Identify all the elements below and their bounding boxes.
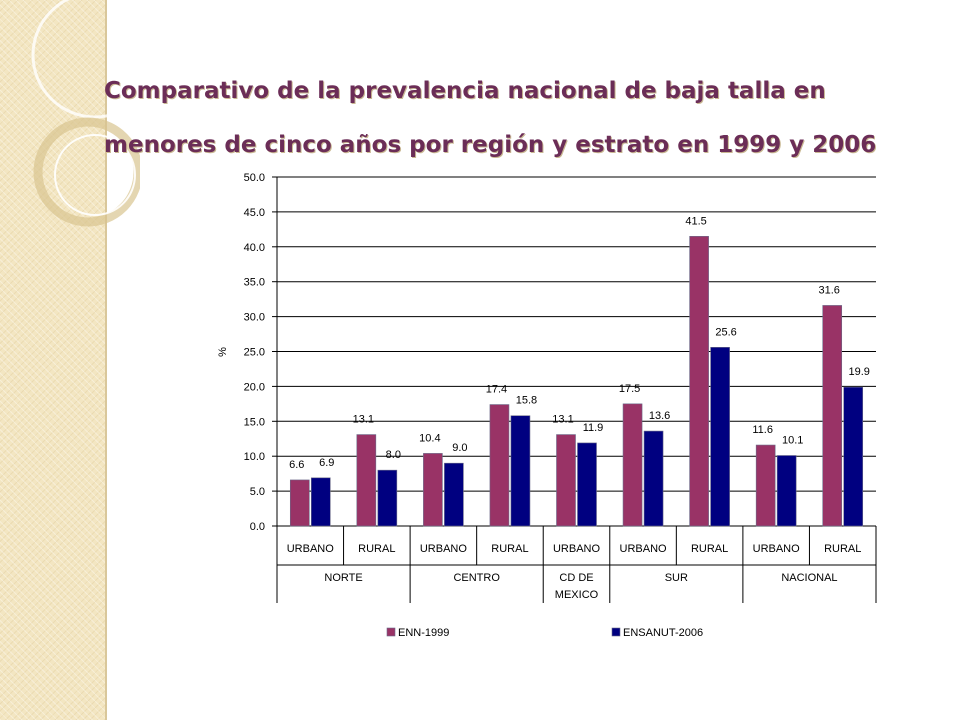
y-axis-label: %: [217, 347, 229, 357]
data-label: 11.9: [583, 422, 604, 434]
data-label: 13.1: [353, 414, 374, 426]
bar-enn-1999: [622, 403, 643, 527]
slide-title-line-2: menores de cinco años por región y estra…: [104, 132, 877, 158]
x-group-label-line-2: MEXICO: [555, 589, 599, 601]
data-label: 19.9: [849, 366, 870, 378]
x-category-label: RURAL: [358, 543, 395, 555]
bar-ensanut-2006: [776, 455, 797, 527]
data-label: 41.5: [685, 215, 706, 227]
legend-label: ENSANUT-2006: [623, 627, 703, 639]
y-tick-label: 5.0: [250, 486, 265, 498]
slide-title-line-1: Comparativo de la prevalencia nacional d…: [104, 78, 826, 104]
bar-enn-1999: [356, 434, 377, 527]
y-tick-label: 20.0: [244, 381, 265, 393]
side-band-edge: [105, 0, 107, 720]
data-label: 11.6: [752, 424, 773, 436]
y-tick-label: 45.0: [244, 207, 265, 219]
x-category-label: URBANO: [753, 543, 801, 555]
x-group-label: CENTRO: [453, 572, 500, 584]
bar-enn-1999: [755, 444, 776, 527]
bar-ensanut-2006: [710, 347, 730, 527]
bar-ensanut-2006: [310, 477, 331, 527]
bar-ensanut-2006: [444, 462, 464, 527]
data-label: 10.1: [782, 435, 803, 447]
y-tick-label: 10.0: [244, 451, 265, 463]
x-group-label: NACIONAL: [781, 572, 837, 584]
bar-ensanut-2006: [643, 430, 664, 527]
x-category-label: RURAL: [491, 543, 528, 555]
y-tick-label: 25.0: [244, 347, 265, 359]
data-label: 25.6: [715, 326, 736, 338]
bar-enn-1999: [556, 434, 576, 527]
data-label: 10.4: [419, 432, 440, 444]
data-label: 31.6: [819, 284, 840, 296]
bar-enn-1999: [489, 404, 510, 527]
bar-enn-1999: [289, 479, 310, 527]
decorative-circle-large: [31, 0, 140, 119]
decorative-circle-medium: [33, 117, 140, 227]
bar-ensanut-2006: [510, 415, 531, 527]
bar-enn-1999: [822, 305, 843, 527]
data-label: 13.6: [649, 410, 670, 422]
decorative-circles: [31, 0, 140, 227]
data-label: 9.0: [452, 442, 467, 454]
bar-ensanut-2006: [577, 442, 597, 527]
bar-enn-1999: [689, 236, 709, 527]
x-category-label: URBANO: [287, 543, 335, 555]
y-tick-label: 40.0: [244, 242, 265, 254]
x-category-label: RURAL: [691, 543, 728, 555]
legend-label: ENN-1999: [398, 627, 449, 639]
bar-ensanut-2006: [843, 386, 864, 527]
bar-ensanut-2006: [377, 469, 398, 527]
x-category-label: URBANO: [420, 543, 468, 555]
data-label: 6.6: [289, 459, 304, 471]
y-tick-label: 0.0: [250, 521, 265, 533]
y-tick-label: 35.0: [244, 277, 265, 289]
data-label: 13.1: [552, 414, 573, 426]
data-label: 17.4: [486, 384, 507, 396]
data-label: 6.9: [319, 457, 334, 469]
y-tick-label: 15.0: [244, 416, 265, 428]
slide-title: Comparativo de la prevalencia nacional d…: [104, 64, 924, 172]
legend-swatch-ensanut-2006: [611, 627, 621, 637]
decorative-circle-small: [54, 134, 136, 216]
data-label: 17.5: [619, 383, 640, 395]
x-group-label: SUR: [665, 572, 688, 584]
x-category-label: URBANO: [553, 543, 601, 555]
bar-enn-1999: [423, 453, 443, 527]
y-tick-label: 50.0: [244, 172, 265, 184]
x-category-label: RURAL: [824, 543, 861, 555]
x-group-label: NORTE: [324, 572, 362, 584]
x-category-label: URBANO: [620, 543, 668, 555]
data-label: 8.0: [386, 449, 401, 461]
data-label: 15.8: [516, 395, 537, 407]
x-group-label-line-1: CD DE: [559, 572, 593, 584]
legend-swatch-enn-1999: [386, 627, 396, 637]
y-tick-label: 30.0: [244, 312, 265, 324]
